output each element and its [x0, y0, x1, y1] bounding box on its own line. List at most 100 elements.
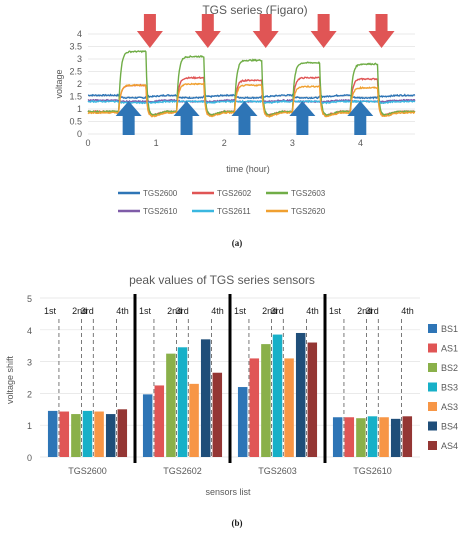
- legend-label-tgs2620: TGS2620: [291, 207, 326, 216]
- period-label: 3rd: [271, 306, 284, 316]
- bar-tgs2610-bs1: [332, 417, 343, 457]
- y-tick-label: 2: [27, 389, 32, 399]
- y-tick-label: 3: [27, 358, 32, 368]
- series-line-tgs2603: [87, 50, 416, 117]
- y-tick-label: 0.5: [69, 117, 82, 127]
- bar-tgs2602-bs4: [200, 339, 211, 457]
- legend-label-bs3: BS3: [441, 383, 458, 393]
- bar-tgs2603-as4: [307, 342, 318, 457]
- period-label: 4th: [306, 306, 319, 316]
- y-tick-label: 2: [77, 79, 82, 89]
- y-tick-label: 5: [27, 294, 32, 304]
- exposure-end-arrow: [194, 14, 221, 48]
- bar-tgs2610-bs3: [367, 416, 378, 457]
- bar-tgs2600-bs2: [71, 414, 81, 457]
- bar-tgs2602-bs2: [166, 353, 176, 457]
- legend-label-tgs2611: TGS2611: [217, 207, 251, 216]
- exposure-start-arrow: [347, 101, 374, 135]
- bar-tgs2603-bs3: [272, 334, 283, 457]
- bar-tgs2602-as1: [154, 385, 165, 457]
- legend-swatch-as1: [428, 343, 437, 353]
- period-label: 1st: [329, 306, 342, 316]
- period-label: 3rd: [81, 306, 94, 316]
- period-label: 1st: [44, 306, 57, 316]
- x-tick-label: 3: [290, 138, 295, 148]
- x-tick-label: 4: [358, 138, 363, 148]
- legend-swatch-as4: [428, 441, 437, 450]
- series-line-tgs2620: [87, 81, 416, 118]
- bar-tgs2610-as4: [402, 416, 413, 457]
- period-label: 4th: [116, 306, 129, 316]
- exposure-start-arrow: [115, 101, 142, 135]
- line-chart-panel: TGS series (Figaro) 0 0.5 1 1.5 2 2.5 3 3.5 4 0 1…: [54, 3, 416, 248]
- y-tick-label: 3.5: [69, 42, 82, 52]
- legend-swatch-bs4: [428, 421, 437, 431]
- bar-tgs2600-as3: [94, 411, 104, 457]
- y-tick-label: 4: [27, 326, 32, 336]
- legend-label-as4: AS4: [441, 441, 458, 451]
- bar-chart-panel: peak values of TGS series sensors 0 1 2 3 4 5…: [5, 273, 458, 528]
- bar-tgs2603-bs1: [237, 387, 248, 457]
- y-tick-label: 3: [77, 54, 82, 64]
- exposure-start-arrow: [173, 101, 200, 135]
- panel-b-label: (b): [232, 518, 243, 528]
- period-label: 2nd: [72, 306, 87, 316]
- legend-label-tgs2610: TGS2610: [143, 207, 178, 216]
- period-label: 2nd: [357, 306, 372, 316]
- legend-swatch-as3: [428, 402, 437, 411]
- chart-a-title: TGS series (Figaro): [202, 3, 307, 17]
- legend-label-bs1: BS1: [441, 324, 458, 334]
- bar-tgs2600-as4: [117, 409, 128, 457]
- bar-tgs2600-as1: [59, 411, 70, 457]
- bar-tgs2600-bs1: [47, 410, 58, 457]
- bar-tgs2600-bs3: [82, 410, 93, 457]
- bar-tgs2603-as1: [249, 358, 260, 457]
- panel-a-label: (a): [232, 238, 243, 248]
- period-label: 4th: [211, 306, 224, 316]
- legend-swatch-bs3: [428, 382, 437, 392]
- x-tick-label: 0: [85, 138, 90, 148]
- y-tick-label: 1: [77, 104, 82, 114]
- period-label: 1st: [139, 306, 152, 316]
- exposure-start-arrow: [289, 101, 316, 135]
- bar-tgs2602-as3: [189, 383, 199, 457]
- category-label: TGS2610: [353, 466, 392, 476]
- legend-label-tgs2603: TGS2603: [291, 189, 326, 198]
- period-label: 1st: [234, 306, 247, 316]
- legend-label-tgs2600: TGS2600: [143, 189, 178, 198]
- y-tick-label: 1.5: [69, 92, 82, 102]
- bar-tgs2602-bs3: [177, 347, 188, 457]
- legend-swatch-bs2: [428, 363, 437, 372]
- period-label: 4th: [401, 306, 414, 316]
- period-label: 2nd: [167, 306, 182, 316]
- chart-a-xlabel: time (hour): [226, 164, 270, 174]
- period-label: 2nd: [262, 306, 277, 316]
- bar-tgs2610-bs2: [356, 418, 366, 457]
- exposure-start-arrow: [231, 101, 258, 135]
- y-tick-label: 0: [27, 453, 32, 463]
- legend-label-tgs2602: TGS2602: [217, 189, 252, 198]
- chart-a-ylabel: voltage: [54, 69, 64, 98]
- y-tick-label: 0: [77, 129, 82, 139]
- chart-b-title: peak values of TGS series sensors: [129, 273, 315, 287]
- bar-tgs2610-bs4: [390, 418, 401, 457]
- bar-tgs2610-as3: [379, 417, 389, 457]
- legend-label-bs4: BS4: [441, 422, 458, 432]
- y-tick-label: 2.5: [69, 67, 82, 77]
- bar-tgs2603-bs4: [295, 332, 306, 457]
- bar-tgs2603-as3: [284, 358, 294, 457]
- x-tick-label: 2: [222, 138, 227, 148]
- exposure-end-arrow: [136, 14, 163, 48]
- bar-tgs2610-as1: [344, 417, 355, 457]
- category-label: TGS2600: [68, 466, 107, 476]
- y-tick-label: 1: [27, 421, 32, 431]
- x-tick-label: 1: [154, 138, 159, 148]
- period-label: 3rd: [366, 306, 379, 316]
- legend-label-as3: AS3: [441, 402, 458, 412]
- exposure-end-arrow: [310, 14, 337, 48]
- chart-b-xlabel: sensors list: [205, 487, 251, 497]
- series-line-tgs2600: [87, 93, 416, 100]
- legend-label-bs2: BS2: [441, 363, 458, 373]
- bar-tgs2602-bs1: [142, 394, 153, 457]
